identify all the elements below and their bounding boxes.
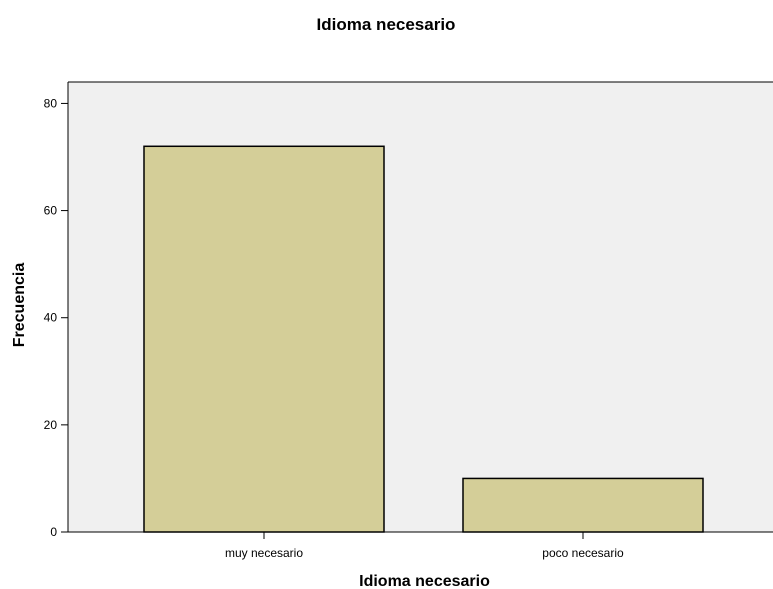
x-axis-ticks: muy necesario poco necesario xyxy=(225,532,624,560)
y-tick-label: 80 xyxy=(44,96,58,110)
chart-title: Idioma necesario xyxy=(317,15,456,34)
y-tick-label: 20 xyxy=(44,418,58,432)
x-tick-label: muy necesario xyxy=(225,546,303,560)
y-tick-label: 0 xyxy=(50,525,57,539)
axes-layer xyxy=(67,81,773,533)
bar-muy-necesario xyxy=(143,145,385,533)
y-tick-label: 40 xyxy=(44,311,58,325)
bar-poco-necesario xyxy=(462,477,704,533)
y-tick-label: 60 xyxy=(44,204,58,218)
y-axis-ticks: 0 20 40 60 80 xyxy=(44,96,68,539)
x-axis-label: Idioma necesario xyxy=(359,573,490,589)
bars-layer xyxy=(143,145,704,533)
x-tick-label: poco necesario xyxy=(542,546,624,560)
y-axis-label: Frecuencia xyxy=(11,263,28,348)
